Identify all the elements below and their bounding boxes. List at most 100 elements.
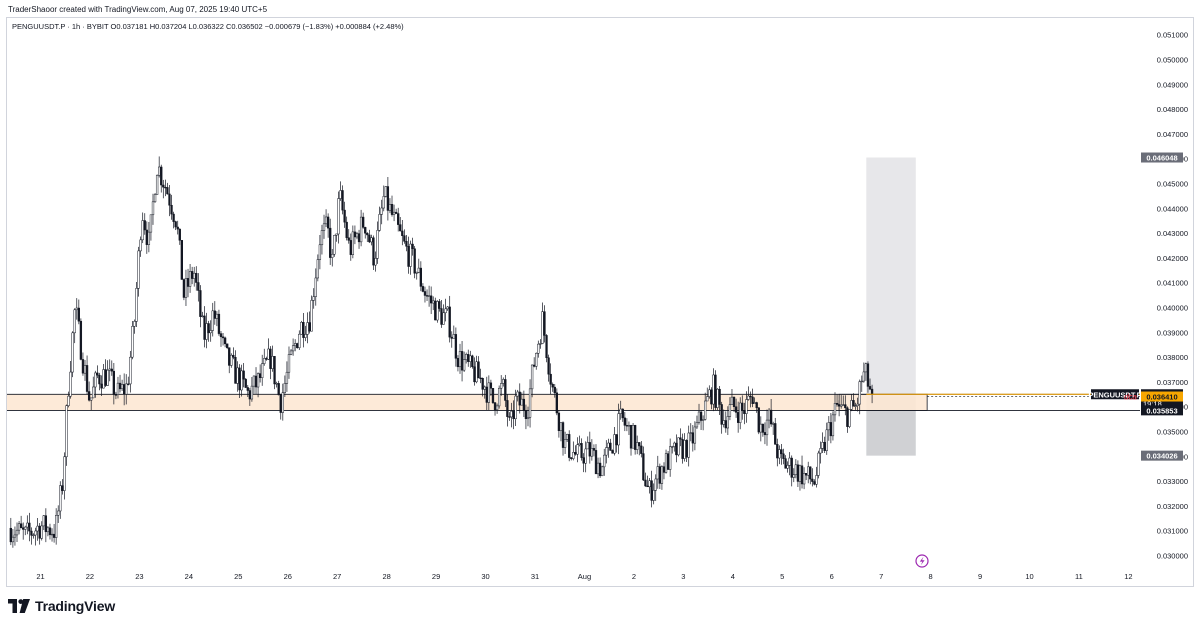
candle (430, 295, 433, 304)
candle (578, 443, 581, 445)
y-tick-label: 0.037000 (1157, 378, 1188, 387)
candle (666, 453, 670, 470)
tradingview-logo-text: TradingView (35, 598, 116, 614)
candle (149, 214, 153, 233)
candle (500, 383, 503, 389)
candle (87, 391, 91, 401)
candle (452, 334, 455, 339)
candle (724, 420, 727, 429)
candle (590, 448, 594, 457)
candle (133, 321, 136, 327)
long-position-tool[interactable] (866, 157, 916, 456)
candle (248, 390, 251, 400)
candle (870, 388, 874, 395)
candle (710, 389, 713, 405)
candle (819, 448, 822, 454)
zone-fill[interactable] (7, 394, 928, 411)
x-tick-label: 12 (1124, 572, 1132, 581)
candle (123, 384, 126, 395)
candle (568, 434, 571, 458)
candle (106, 369, 109, 386)
candle (46, 527, 50, 533)
candle (129, 356, 132, 385)
candle (275, 383, 278, 385)
candle (26, 522, 29, 528)
candle (261, 363, 264, 378)
candle (411, 243, 414, 249)
tradingview-logo-icon (8, 599, 30, 613)
candle (322, 223, 326, 231)
candle (19, 523, 23, 528)
candle (699, 411, 703, 421)
candle (722, 420, 725, 425)
candle (448, 306, 451, 338)
candle (697, 411, 701, 423)
candle (79, 320, 83, 360)
candle (13, 534, 17, 538)
candle (827, 422, 830, 431)
candle (563, 439, 567, 448)
candle (444, 308, 447, 314)
candle (22, 527, 25, 530)
position-target-area[interactable] (866, 157, 916, 397)
y-tick-label: 0.031000 (1157, 527, 1188, 536)
candle (143, 220, 146, 231)
candle (48, 527, 52, 536)
candle (298, 333, 301, 349)
candle (349, 240, 352, 255)
candle (788, 457, 791, 466)
candle (831, 414, 835, 437)
candle (104, 369, 107, 386)
candle (341, 190, 344, 211)
candle (211, 310, 214, 331)
price-tag-text: 0.034026 (1146, 452, 1177, 461)
candle (807, 466, 810, 476)
x-tick-label: 22 (86, 572, 94, 581)
candle (621, 408, 624, 419)
candle (553, 386, 556, 394)
candle (739, 402, 742, 423)
candle (829, 422, 833, 437)
candle (772, 423, 775, 425)
candle (343, 209, 346, 223)
candle (516, 391, 519, 397)
candle (753, 402, 756, 404)
dca-annotation: dca (1124, 393, 1137, 402)
candle (294, 343, 297, 347)
candle (285, 371, 289, 384)
candle (551, 384, 554, 388)
x-axis: 21 22 23 24 25 26 27 28 29 30 31 Aug 2 3 4 5 6 7 8 9 10 11 12 (36, 572, 1132, 581)
candle (337, 198, 340, 235)
candle (619, 408, 622, 414)
candle (817, 452, 820, 476)
support-zone[interactable] (7, 393, 1140, 411)
candle (217, 313, 221, 334)
candle (199, 290, 202, 317)
candle (399, 224, 402, 232)
candle (854, 405, 857, 407)
candle (570, 457, 573, 459)
candle (774, 423, 777, 445)
candle (176, 226, 179, 230)
candle (537, 343, 540, 354)
candle (188, 271, 192, 287)
candle (34, 530, 37, 536)
candle (450, 336, 453, 339)
lightning-icon[interactable] (915, 554, 929, 568)
candle (691, 432, 694, 444)
candle (215, 313, 219, 319)
candle (335, 233, 338, 236)
candle (374, 258, 377, 266)
candle (852, 400, 855, 407)
candle (390, 204, 394, 215)
candle (151, 201, 155, 216)
x-tick-label: 2 (632, 572, 636, 581)
candle (547, 357, 550, 375)
x-tick-label: 5 (780, 572, 784, 581)
y-tick-label: 0.050000 (1157, 56, 1188, 65)
candle-series (9, 156, 874, 548)
candle (776, 444, 779, 459)
candle (650, 480, 653, 501)
candle (256, 373, 260, 388)
